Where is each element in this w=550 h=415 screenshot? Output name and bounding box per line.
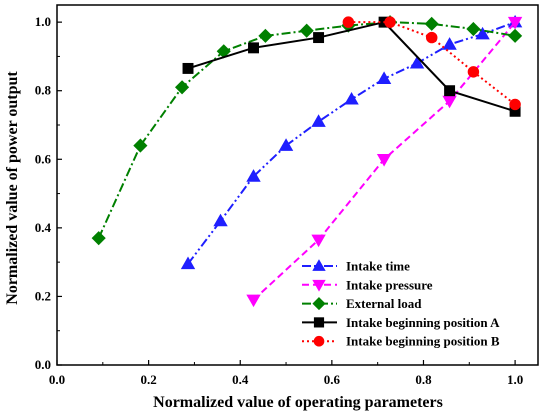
- data-point-triangle-down: [507, 16, 523, 30]
- data-point-triangle-up: [213, 213, 228, 227]
- legend-label: Intake beginning position A: [346, 315, 500, 330]
- legend-entry: Intake time: [302, 259, 410, 274]
- legend-entry: External load: [302, 296, 422, 311]
- data-point-triangle-down: [376, 154, 392, 167]
- data-point-circle: [384, 16, 396, 28]
- data-point-circle: [467, 66, 480, 78]
- data-point-diamond: [133, 138, 148, 153]
- data-point-circle: [313, 335, 325, 347]
- plot-frame: [56, 4, 539, 366]
- legend-label: Intake beginning position B: [346, 334, 500, 349]
- y-tick-label: 1.0: [35, 14, 51, 29]
- series-intake-beginning-position-b: [342, 16, 521, 111]
- series-line: [187, 21, 516, 265]
- series-layer: [91, 14, 523, 308]
- data-point-triangle-up: [180, 256, 196, 270]
- data-point-diamond: [174, 80, 190, 95]
- x-axis-title: Normalized value of operating parameters: [153, 394, 443, 411]
- legend-entry: Intake beginning position A: [302, 315, 500, 330]
- x-tick-label: 1.0: [507, 372, 523, 387]
- data-point-triangle-down: [312, 279, 326, 292]
- legend: Intake time Intake pressure External load I…: [302, 259, 500, 349]
- data-point-circle: [342, 16, 355, 28]
- data-point-diamond: [424, 16, 439, 31]
- data-point-triangle-up: [246, 169, 261, 182]
- data-point-circle: [425, 31, 438, 44]
- data-point-triangle-down: [442, 95, 457, 109]
- y-axis-title: Normalized value of power output: [4, 71, 21, 305]
- data-point-diamond: [91, 231, 106, 246]
- data-point-triangle-up: [376, 71, 392, 84]
- data-point-square: [444, 85, 456, 97]
- data-point-square: [313, 32, 325, 44]
- data-point-square: [182, 62, 194, 74]
- x-tick-label: 0.0: [49, 372, 65, 387]
- legend-entry: Intake pressure: [302, 277, 433, 292]
- x-tick-label: 0.2: [140, 372, 156, 387]
- data-point-square: [313, 317, 325, 328]
- data-point-square: [248, 42, 259, 54]
- data-point-diamond: [299, 23, 314, 38]
- axes-layer: 0.0 0.2 0.4 0.6 0.8 1.0 0.0 0.2 0.4 0.6 0.8 1.0: [35, 4, 539, 387]
- data-point-triangle-down: [246, 294, 261, 308]
- data-point-circle: [509, 98, 521, 111]
- data-point-triangle-down: [311, 234, 326, 248]
- data-point-diamond: [508, 28, 523, 43]
- y-tick-label: 0.8: [35, 83, 52, 98]
- legend-label: External load: [346, 296, 422, 311]
- y-tick-label: 0.4: [35, 220, 52, 235]
- y-tick-label: 0.0: [35, 357, 51, 372]
- data-point-triangle-up: [344, 91, 359, 105]
- data-point-triangle-up: [442, 37, 457, 50]
- legend-entry: Intake beginning position B: [302, 334, 500, 349]
- data-point-triangle-up: [475, 26, 490, 40]
- legend-label: Intake pressure: [346, 277, 433, 292]
- series-line: [187, 21, 516, 113]
- y-tick-label: 0.2: [35, 288, 51, 303]
- x-tick-label: 0.8: [415, 372, 432, 387]
- data-point-diamond: [466, 21, 481, 37]
- data-point-triangle-up: [312, 259, 326, 271]
- data-point-diamond: [312, 297, 326, 311]
- legend-label: Intake time: [346, 259, 410, 274]
- data-point-triangle-up: [409, 55, 425, 69]
- x-tick-label: 0.4: [232, 372, 249, 387]
- x-tick-label: 0.6: [324, 372, 341, 387]
- data-point-triangle-up: [311, 114, 326, 127]
- data-point-diamond: [258, 28, 273, 43]
- y-tick-label: 0.6: [35, 151, 52, 166]
- data-point-triangle-up: [278, 138, 294, 151]
